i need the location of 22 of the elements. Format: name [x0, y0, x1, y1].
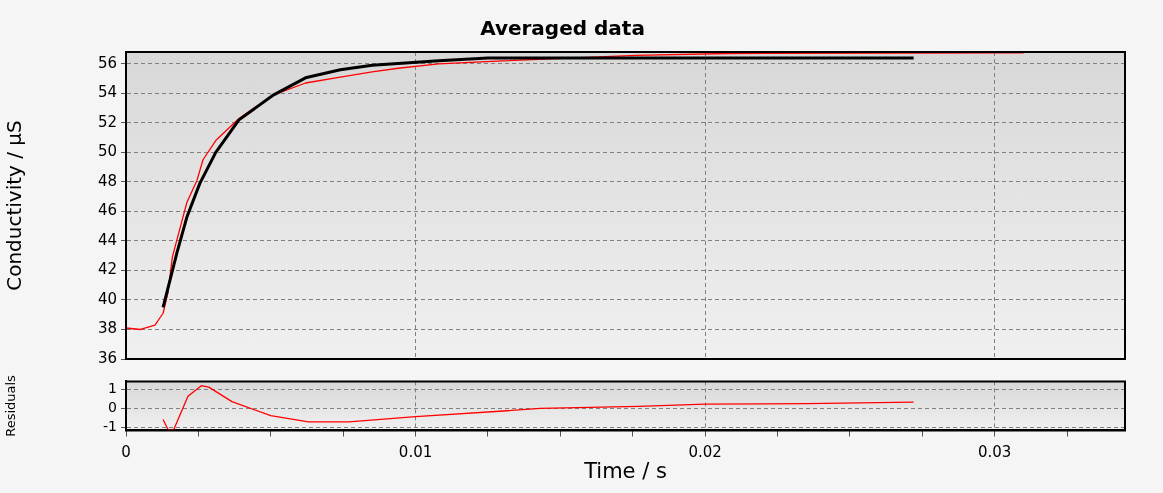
y-tick-label: 42: [97, 260, 117, 279]
y-tick-label: 38: [97, 319, 117, 338]
x-axis-title: Time / s: [583, 458, 667, 483]
y-tick-label: 46: [97, 201, 117, 220]
y-axis-title: Residuals: [3, 374, 19, 437]
y-tick-label: 48: [97, 171, 117, 190]
y-axis-title: Conductivity / µS: [2, 120, 27, 291]
y-tick-label: 44: [97, 230, 117, 249]
y-tick-label: 1: [108, 379, 117, 396]
y-tick-label: 56: [97, 53, 117, 72]
y-tick-label: 0: [108, 399, 117, 415]
y-tick-label: 52: [97, 112, 117, 131]
x-tick-label: 0.02: [688, 443, 722, 462]
y-tick-label: 40: [97, 289, 117, 308]
chart-title: Averaged data: [480, 16, 645, 41]
y-tick-label: 50: [97, 142, 117, 161]
x-tick-label: 0.03: [977, 443, 1012, 462]
x-tick-label: 0: [121, 443, 131, 462]
y-tick-label: 36: [97, 348, 117, 367]
y-tick-label: 54: [97, 83, 117, 102]
y-tick-label: -1: [103, 418, 117, 435]
x-tick-label: 0.01: [398, 443, 433, 462]
